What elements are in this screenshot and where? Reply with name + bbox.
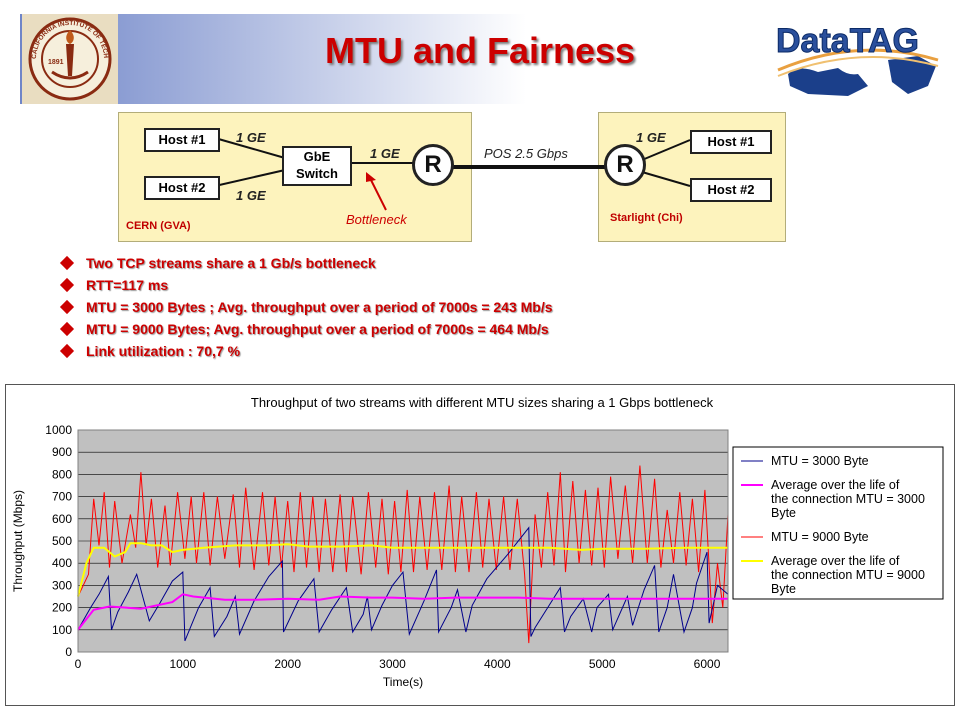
link-label-host2: 1 GE — [236, 188, 266, 203]
datatag-logo: DataTAG — [768, 16, 946, 104]
diamond-bullet-icon — [59, 321, 75, 337]
chart-canvas: Throughput of two streams with different… — [11, 395, 944, 689]
link-label-right: 1 GE — [636, 130, 666, 145]
bottleneck-label: Bottleneck — [346, 212, 407, 227]
legend-label: Average over the life of — [771, 478, 900, 492]
y-tick-label: 600 — [52, 512, 72, 526]
y-tick-label: 300 — [52, 578, 72, 592]
cern-router: R — [412, 144, 454, 186]
x-tick-label: 6000 — [694, 657, 721, 671]
legend-label: the connection MTU = 9000 — [771, 568, 925, 582]
link-router-host1 — [641, 139, 691, 161]
gbe-switch: GbE Switch — [282, 146, 352, 186]
x-tick-label: 1000 — [169, 657, 196, 671]
y-tick-label: 100 — [52, 623, 72, 637]
series-line-1 — [77, 526, 729, 642]
chart-title: Throughput of two streams with different… — [251, 395, 714, 410]
cern-host-1: Host #1 — [144, 128, 220, 152]
bullet-item: Link utilization : 70,7 % — [59, 340, 553, 362]
seal-year: 1891 — [48, 59, 64, 66]
legend-box — [732, 446, 944, 600]
x-tick-label: 4000 — [484, 657, 511, 671]
bullet-item: MTU = 3000 Bytes ; Avg. throughput over … — [59, 296, 553, 318]
starlight-router: R — [604, 144, 646, 186]
starlight-site-label: Starlight (Chi) — [610, 212, 683, 224]
datatag-logo-text: DataTAG — [776, 22, 919, 60]
starlight-host-1: Host #1 — [690, 130, 772, 154]
cern-site-label: CERN (GVA) — [126, 220, 191, 232]
link-label-switch: 1 GE — [370, 146, 400, 161]
page-title: MTU and Fairness — [324, 30, 636, 71]
diamond-bullet-icon — [59, 255, 75, 271]
x-tick-label: 3000 — [379, 657, 406, 671]
y-tick-label: 1000 — [45, 423, 72, 437]
legend-label: Average over the life of — [771, 554, 900, 568]
series-line-3 — [77, 465, 729, 644]
legend-label: the connection MTU = 3000 — [771, 492, 925, 506]
y-tick-label: 0 — [65, 645, 72, 659]
series-line-2 — [77, 593, 728, 631]
plot-border — [77, 429, 729, 653]
x-tick-label: 0 — [75, 657, 82, 671]
link-router-host2 — [641, 171, 691, 187]
starlight-host-2: Host #2 — [690, 178, 772, 202]
bottleneck-arrow — [369, 177, 387, 211]
wan-link-label: POS 2.5 Gbps — [484, 146, 568, 161]
series-line-4 — [77, 542, 728, 597]
legend-label: MTU = 9000 Byte — [771, 530, 869, 544]
cern-host-2: Host #2 — [144, 176, 220, 200]
bottleneck-arrowhead — [366, 172, 376, 182]
y-tick-label: 200 — [52, 601, 72, 615]
diamond-bullet-icon — [59, 299, 75, 315]
y-tick-label: 700 — [52, 490, 72, 504]
y-tick-label: 800 — [52, 467, 72, 481]
diamond-bullet-icon — [59, 343, 75, 359]
bullet-list: Two TCP streams share a 1 Gb/s bottlenec… — [59, 252, 553, 362]
link-host1-switch — [214, 137, 286, 159]
legend-label: MTU = 3000 Byte — [771, 454, 869, 468]
bullet-item: RTT=117 ms — [59, 274, 553, 296]
y-tick-label: 900 — [52, 445, 72, 459]
network-links — [214, 137, 691, 211]
throughput-chart: Throughput of two streams with different… — [5, 384, 955, 706]
link-host2-switch — [214, 169, 286, 187]
x-axis-label: Time(s) — [383, 675, 423, 689]
diamond-bullet-icon — [59, 277, 75, 293]
bullet-item: Two TCP streams share a 1 Gb/s bottlenec… — [59, 252, 553, 274]
caltech-seal-logo: 1891 CALIFORNIA INSTITUTE OF TECHNOLOGY — [19, 9, 118, 104]
x-tick-label: 2000 — [274, 657, 301, 671]
bullet-item: MTU = 9000 Bytes; Avg. throughput over a… — [59, 318, 553, 340]
legend-label: Byte — [771, 506, 796, 520]
y-axis-label: Throughput (Mbps) — [11, 490, 25, 592]
legend-label: Byte — [771, 582, 796, 596]
link-label-host1: 1 GE — [236, 130, 266, 145]
y-tick-label: 400 — [52, 556, 72, 570]
y-tick-label: 500 — [52, 534, 72, 548]
x-tick-label: 5000 — [589, 657, 616, 671]
